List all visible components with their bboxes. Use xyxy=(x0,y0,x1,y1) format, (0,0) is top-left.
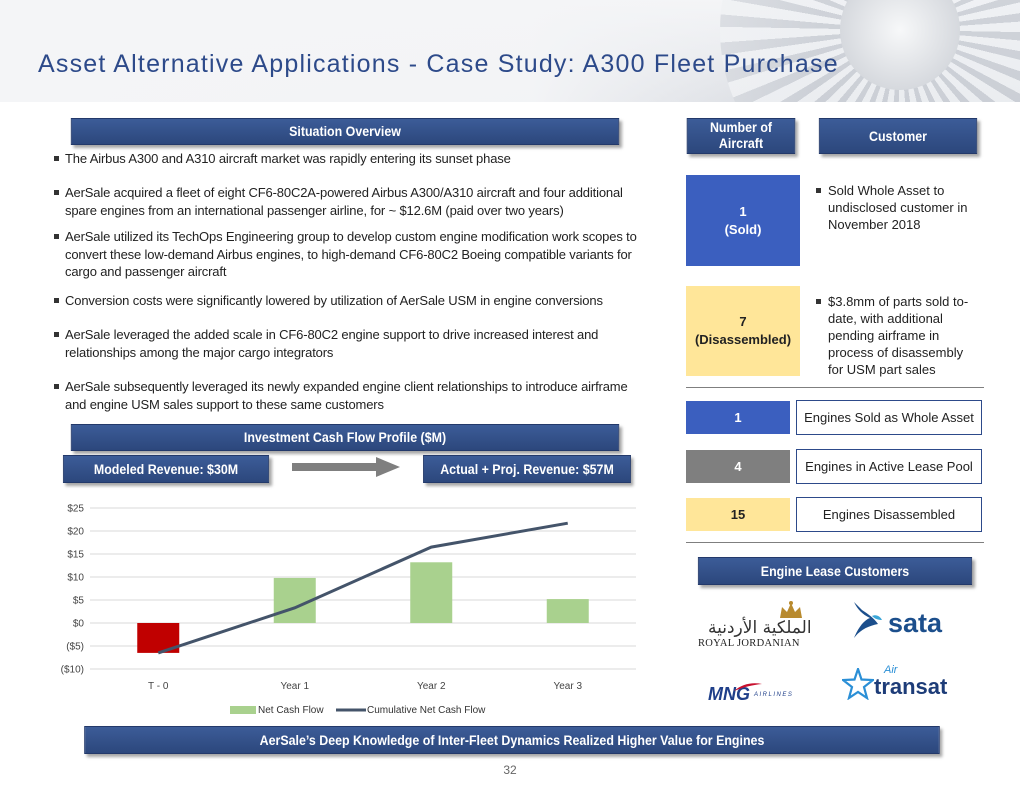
aircraft-sold-text: Sold Whole Asset to undisclosed customer… xyxy=(816,182,982,233)
x-tick-label: Year 3 xyxy=(553,681,582,692)
engines-lease-count: 4 xyxy=(686,450,790,483)
modeled-revenue-badge: Modeled Revenue: $30M xyxy=(62,455,270,483)
bullet-item: AerSale utilized its TechOps Engineering… xyxy=(54,228,644,281)
y-tick-label: $5 xyxy=(73,596,85,607)
number-of-aircraft-header: Number of Aircraft xyxy=(686,118,796,154)
header-band xyxy=(0,0,1020,102)
bullet-item: AerSale acquired a fleet of eight CF6-80… xyxy=(54,184,644,219)
engines-disassembled-label: Engines Disassembled xyxy=(796,497,982,532)
situation-overview-header: Situation Overview xyxy=(70,118,620,145)
y-tick-label: $25 xyxy=(67,504,84,515)
x-tick-label: Year 1 xyxy=(280,681,309,692)
y-tick-label: $15 xyxy=(67,550,84,561)
royal-jordanian-logo: الملكية الأردنية ROYAL JORDANIAN xyxy=(698,600,812,652)
cumulative-line xyxy=(157,521,569,655)
crown-icon xyxy=(780,601,802,618)
customer-header: Customer xyxy=(818,118,978,154)
air-transat-logo: Air transat xyxy=(842,664,952,704)
page-title: Asset Alternative Applications - Case St… xyxy=(38,50,839,78)
legend-cumulative-net-cash-flow: Cumulative Net Cash Flow xyxy=(367,705,486,716)
y-tick-label: $0 xyxy=(73,619,85,630)
y-tick-label: ($5) xyxy=(66,642,84,653)
divider xyxy=(686,542,984,543)
bullet-item: Conversion costs were significantly lowe… xyxy=(54,292,644,310)
bird-icon xyxy=(854,602,882,638)
bullet-item: The Airbus A300 and A310 aircraft market… xyxy=(54,150,644,168)
engines-sold-count: 1 xyxy=(686,401,790,434)
cash-flow-header: Investment Cash Flow Profile ($M) xyxy=(70,424,620,451)
bar xyxy=(546,599,589,623)
engine-lease-customers-header: Engine Lease Customers xyxy=(697,557,973,585)
bullet-item: AerSale subsequently leveraged its newly… xyxy=(54,378,644,413)
aircraft-sold-box: 1 (Sold) xyxy=(686,175,800,266)
star-icon xyxy=(842,668,874,700)
engines-lease-label: Engines in Active Lease Pool xyxy=(796,449,982,484)
cash-flow-chart: $25 $20 $15 $10 $5 $0 ($5) ($10) T - 0 Year 1 Year… xyxy=(61,504,636,716)
x-tick-label: T - 0 xyxy=(148,681,169,692)
mng-airlines-logo: MNG AIRLINES xyxy=(708,683,794,704)
sata-logo: sata xyxy=(848,600,948,644)
y-tick-label: $20 xyxy=(67,527,84,538)
engines-disassembled-count: 15 xyxy=(686,498,790,531)
conclusion-banner: AerSale’s Deep Knowledge of Inter-Fleet … xyxy=(84,726,940,754)
aircraft-disassembled-box: 7 (Disassembled) xyxy=(686,286,800,376)
bar xyxy=(410,562,453,623)
y-tick-label: ($10) xyxy=(61,665,84,676)
actual-revenue-badge: Actual + Proj. Revenue: $57M xyxy=(423,455,631,483)
aircraft-disassembled-text: $3.8mm of parts sold to-date, with addit… xyxy=(816,293,980,378)
swoosh-icon xyxy=(734,683,762,691)
bullet-item: AerSale leveraged the added scale in CF6… xyxy=(54,326,644,361)
divider xyxy=(686,387,984,388)
legend-swatch-net xyxy=(230,706,256,714)
arrow-right-icon xyxy=(292,457,400,477)
engines-sold-label: Engines Sold as Whole Asset xyxy=(796,400,982,435)
x-tick-label: Year 2 xyxy=(417,681,446,692)
legend-net-cash-flow: Net Cash Flow xyxy=(258,705,324,716)
y-tick-label: $10 xyxy=(67,573,84,584)
page-number: 32 xyxy=(503,763,517,777)
